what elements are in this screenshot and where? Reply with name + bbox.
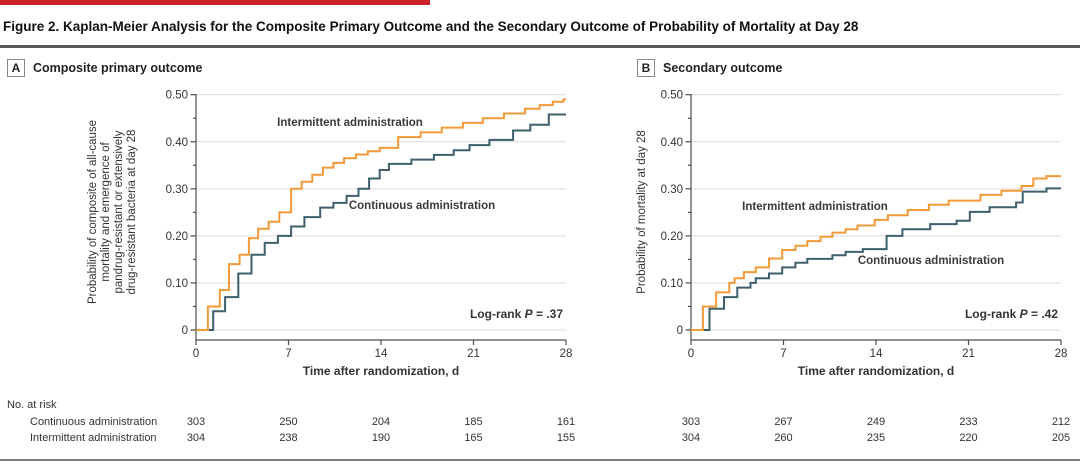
at-risk-value: 220: [959, 432, 977, 444]
at-risk-value: 233: [959, 416, 977, 428]
at-risk-value: 204: [372, 416, 390, 428]
at-risk-value: 304: [682, 432, 700, 444]
x-tick-label: 0: [193, 348, 199, 360]
at-risk-value: 303: [187, 416, 205, 428]
km-curve-continuous-b: [691, 187, 1061, 331]
y-tick-label: 0.10: [661, 278, 683, 290]
panel-a-xlabel: Time after randomization, d: [303, 364, 459, 378]
at-risk-row-label-intermittent: Intermittent administration: [30, 432, 157, 444]
panel-a-ylabel-line3: pandrug-resistant or extensively: [113, 130, 125, 293]
y-tick-label: 0.50: [661, 90, 683, 102]
panel-a-intermittent-label: Intermittent administration: [277, 117, 423, 129]
panel-a-title: Composite primary outcome: [33, 61, 203, 75]
y-tick-label: 0.30: [166, 184, 188, 196]
panel-a-ylabel-line2: mortality and emergence of: [100, 142, 112, 282]
at-risk-value: 155: [557, 432, 575, 444]
x-tick-label: 28: [560, 348, 573, 360]
at-risk-value: 260: [774, 432, 792, 444]
at-risk-value: 185: [464, 416, 482, 428]
at-risk-value: 303: [682, 416, 700, 428]
panel-a-ylabel-line4: drug-resistant bacteria at day 28: [126, 130, 138, 295]
x-tick-label: 14: [870, 348, 883, 360]
panel-a-plot: 0 0.10 0.20 0.30 0.40 0.50 0 7 14 21 28 303 250 204 18…: [166, 90, 576, 444]
x-tick-label: 28: [1055, 348, 1068, 360]
km-curve-continuous-a: [196, 113, 566, 331]
x-tick-label: 0: [688, 348, 694, 360]
at-risk-value: 250: [279, 416, 297, 428]
at-risk-value: 205: [1052, 432, 1070, 444]
y-tick-label: 0.20: [661, 231, 683, 243]
at-risk-value: 249: [867, 416, 885, 428]
x-tick-label: 14: [375, 348, 388, 360]
at-risk-value: 267: [774, 416, 792, 428]
panel-a-ylabel-line1: Probability of composite of all-cause: [87, 120, 99, 304]
figure-title: Figure 2. Kaplan-Meier Analysis for the …: [3, 19, 859, 34]
km-curve-intermittent-a: [196, 98, 566, 331]
title-rule: [0, 45, 1080, 48]
y-tick-label: 0.40: [661, 137, 683, 149]
panel-b-plot: 0 0.10 0.20 0.30 0.40 0.50 0 7 14 21 28 303 267 249 23…: [661, 90, 1071, 444]
y-tick-label: 0.50: [166, 90, 188, 102]
x-tick-label: 7: [285, 348, 291, 360]
panel-b-header: B Secondary outcome: [637, 59, 782, 77]
at-risk-value: 161: [557, 416, 575, 428]
at-risk-value: 165: [464, 432, 482, 444]
at-risk-value: 304: [187, 432, 205, 444]
panel-b-intermittent-label: Intermittent administration: [742, 201, 888, 213]
panel-b-letter: B: [637, 59, 655, 77]
accent-bar: [0, 0, 430, 5]
panel-b-ylabel: Probability of mortality at day 28: [636, 130, 648, 294]
panel-a-letter: A: [7, 59, 25, 77]
y-tick-label: 0.20: [166, 231, 188, 243]
panel-a-logrank: Log-rank P = .37: [470, 307, 563, 321]
bottom-rule: [0, 459, 1080, 461]
at-risk-value: 212: [1052, 416, 1070, 428]
panel-b-xlabel: Time after randomization, d: [798, 364, 954, 378]
x-tick-label: 21: [467, 348, 480, 360]
y-tick-label: 0.40: [166, 137, 188, 149]
panel-b-continuous-label: Continuous administration: [858, 255, 1004, 267]
x-tick-label: 7: [780, 348, 786, 360]
at-risk-header: No. at risk: [7, 399, 57, 411]
at-risk-value: 235: [867, 432, 885, 444]
at-risk-value: 190: [372, 432, 390, 444]
at-risk-row-label-continuous: Continuous administration: [30, 416, 157, 428]
km-curve-intermittent-b: [691, 175, 1061, 331]
x-tick-label: 21: [962, 348, 975, 360]
panel-a-header: A Composite primary outcome: [7, 59, 202, 77]
y-tick-label: 0: [182, 325, 188, 337]
panel-a-continuous-label: Continuous administration: [349, 200, 495, 212]
y-tick-label: 0.30: [661, 184, 683, 196]
panel-b-logrank: Log-rank P = .42: [965, 307, 1058, 321]
y-tick-label: 0.10: [166, 278, 188, 290]
y-tick-label: 0: [677, 325, 683, 337]
panel-b-title: Secondary outcome: [663, 61, 783, 75]
at-risk-value: 238: [279, 432, 297, 444]
